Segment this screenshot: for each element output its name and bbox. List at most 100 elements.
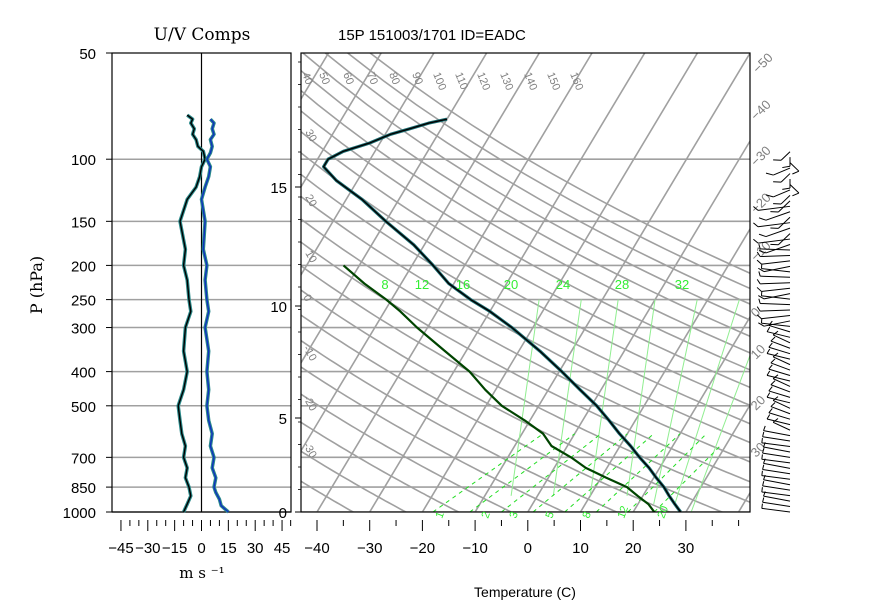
wind-barb-flag xyxy=(772,352,779,358)
mixing-ratio-line xyxy=(432,433,544,512)
wind-barb-staff xyxy=(766,353,791,360)
wind-barb-flag xyxy=(772,374,779,380)
wind-barb-staff xyxy=(761,507,791,513)
wind-barb-staff xyxy=(763,430,791,437)
wind-barb-staff xyxy=(763,462,791,469)
dry-adiabat xyxy=(301,421,461,512)
mixing-ratio-label: 20 xyxy=(656,504,671,520)
dry-adiabat xyxy=(301,289,725,512)
saturation-line xyxy=(589,299,619,496)
wind-barb-staff xyxy=(761,314,791,320)
dry-adiabat-label: 40 xyxy=(299,71,315,87)
wind-barb-flag xyxy=(761,438,763,443)
left-edge-adiabat-label: 10 xyxy=(302,249,319,266)
wind-barb-staff xyxy=(780,195,791,205)
saturation-line xyxy=(510,299,540,496)
dry-adiabat-label: 120 xyxy=(474,71,492,93)
wind-barb-flag xyxy=(772,396,779,401)
height-km-label: 0 xyxy=(279,505,287,522)
dry-adiabat xyxy=(301,450,408,512)
wind-barb-staff xyxy=(770,384,791,393)
skewt-plot-area xyxy=(301,53,750,512)
wind-barb-staff xyxy=(761,287,791,292)
wind-barb-staff xyxy=(762,452,791,458)
dry-adiabat xyxy=(301,314,672,512)
wind-barb-staff xyxy=(765,211,791,221)
dry-adiabat xyxy=(347,53,750,290)
wind-barb-flag xyxy=(756,287,762,292)
saturation-line xyxy=(653,299,698,505)
y-tick-label: 300 xyxy=(71,321,96,338)
wind-barb-flag xyxy=(768,408,773,414)
isotherm xyxy=(301,53,435,277)
wind-barb-staff xyxy=(761,295,791,300)
wind-barb-flag xyxy=(758,217,767,221)
wind-barb-flag xyxy=(762,464,765,470)
wind-barb-staff xyxy=(773,167,791,176)
wind-barb-staff xyxy=(772,400,791,409)
isotherm xyxy=(527,139,750,512)
dry-adiabat-label: 110 xyxy=(452,71,470,92)
wind-barb-flag xyxy=(770,358,776,364)
saturation-line xyxy=(674,299,740,505)
wind-barb-staff xyxy=(761,442,791,447)
wind-barb-flag xyxy=(766,392,771,398)
wind-barb-flag xyxy=(782,187,791,190)
saturation-mixing-ratio-label: 16 xyxy=(456,277,470,292)
y-tick-label: 1000 xyxy=(63,505,96,522)
dry-adiabat-label: 60 xyxy=(340,71,356,87)
skewt-x-tick-label: 20 xyxy=(625,540,642,557)
mixing-ratio-line xyxy=(501,433,602,512)
y-tick-label: 700 xyxy=(71,450,96,467)
skewt-title: 15P 151003/1701 ID=EADC xyxy=(338,27,526,44)
uv-x-axis-label: m s ⁻¹ xyxy=(179,564,224,582)
y-tick-label: 50 xyxy=(79,46,96,63)
wind-barb-staff xyxy=(761,268,791,273)
wind-barb-staff xyxy=(761,260,791,265)
y-tick-label: 850 xyxy=(71,480,96,497)
wind-barb-flag xyxy=(770,402,776,407)
isotherm-edge-label: −50 xyxy=(750,50,776,76)
dry-adiabat xyxy=(301,130,750,389)
wind-barb-flag xyxy=(762,431,765,437)
dry-adiabat xyxy=(324,53,750,305)
wind-barb-staff xyxy=(761,322,791,327)
wind-barb-flag xyxy=(766,370,771,376)
wind-barb-flag xyxy=(758,271,761,277)
left-edge-adiabat-label: 0 xyxy=(300,293,313,304)
wind-barb-staff xyxy=(760,254,791,258)
wind-barb-staff xyxy=(761,475,791,480)
wind-barb-staff xyxy=(760,275,791,278)
saturation-mixing-ratio-label: 8 xyxy=(381,277,388,292)
dry-adiabat xyxy=(301,393,514,512)
saturation-line xyxy=(690,354,750,512)
uv-series-line xyxy=(200,118,229,513)
uv-x-tick-label: 45 xyxy=(274,540,291,557)
wind-barb-flag xyxy=(768,342,773,348)
uv-x-tick-label: 15 xyxy=(220,540,237,557)
dry-adiabat xyxy=(301,218,750,463)
dry-adiabat xyxy=(301,366,566,512)
wind-barb-flag xyxy=(758,298,761,304)
wind-barb-flag xyxy=(792,170,800,175)
wind-barb-staff xyxy=(762,501,791,508)
isotherm-edge-label: −20 xyxy=(748,190,774,216)
dry-adiabat xyxy=(301,339,619,512)
wind-barb-staff xyxy=(770,340,791,349)
wind-barb-flag xyxy=(753,206,759,211)
mixing-ratio-label: 2 xyxy=(480,510,493,520)
wind-barb-flag xyxy=(756,314,762,320)
wind-barb-flag xyxy=(772,418,779,423)
wind-barb-flag xyxy=(762,497,765,503)
wind-barb-staff xyxy=(760,309,791,312)
wind-barb-staff xyxy=(763,495,791,502)
wind-barb-staff xyxy=(766,418,791,426)
wind-barb-staff xyxy=(768,324,791,333)
mixing-ratio-label: 1 xyxy=(434,510,447,520)
isotherm-edge-label: −40 xyxy=(748,97,774,123)
wind-barb-staff xyxy=(780,151,791,161)
wind-barb-flag xyxy=(766,326,771,332)
isotherm-edge-label: 20 xyxy=(748,392,769,413)
dry-adiabat xyxy=(301,151,750,407)
